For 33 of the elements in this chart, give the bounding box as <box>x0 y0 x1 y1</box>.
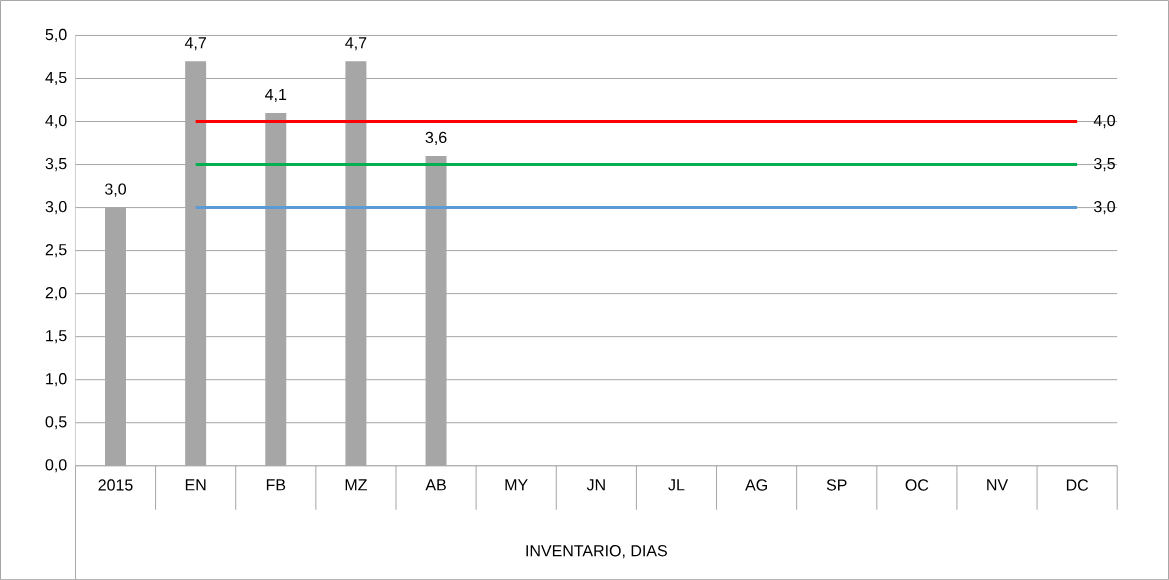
data-label: 3,6 <box>425 131 447 145</box>
y-tick-label: 2,5 <box>45 243 67 258</box>
data-label: 4,0 <box>1093 114 1115 129</box>
x-tick-label: AB <box>425 479 446 491</box>
data-label: 4,7 <box>345 37 367 51</box>
y-tick-label: 4,5 <box>45 71 67 85</box>
x-tick-label: MZ <box>345 479 367 491</box>
data-label: 3,0 <box>105 183 127 197</box>
x-tick-label: 2015 <box>98 479 133 491</box>
y-tick-label: 3,0 <box>45 200 67 215</box>
x-tick-label: SP <box>826 479 847 491</box>
data-label: 4,1 <box>265 88 287 102</box>
data-label: 3,5 <box>1094 157 1115 172</box>
y-tick-label: 5,0 <box>45 28 67 42</box>
x-axis-title: INVENTARIO, DIAS <box>526 545 667 559</box>
x-tick-label: MY <box>505 479 528 491</box>
y-tick-label: 3,5 <box>45 157 67 172</box>
y-tick-label: 4,0 <box>45 114 67 129</box>
data-label: 4,7 <box>184 37 206 51</box>
x-tick-label: AG <box>745 479 767 491</box>
x-tick-label: EN <box>185 479 206 491</box>
y-tick-label: 1,0 <box>46 373 67 387</box>
x-tick-label: FB <box>266 479 286 491</box>
x-tick-label: DC <box>1066 479 1089 491</box>
x-tick-label: NV <box>987 479 1009 491</box>
y-tick-label: 0,5 <box>45 416 67 430</box>
x-tick-label: OC <box>905 479 929 491</box>
data-label: 3,0 <box>1094 200 1115 215</box>
x-tick-label: JN <box>586 479 605 491</box>
y-tick-label: 2,0 <box>45 286 67 301</box>
y-tick-label: 0,0 <box>45 459 67 473</box>
y-tick-label: 1,5 <box>46 330 67 344</box>
x-tick-label: JL <box>668 479 685 491</box>
